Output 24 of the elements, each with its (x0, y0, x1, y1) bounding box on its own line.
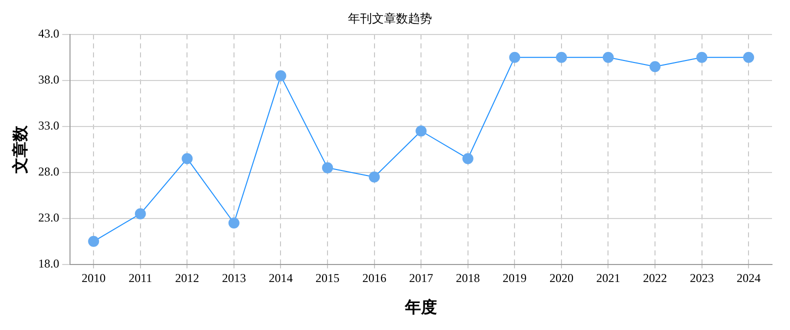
x-tick-label: 2017 (409, 270, 434, 285)
y-tick-label: 38.0 (38, 72, 60, 87)
x-tick-label: 2021 (596, 270, 620, 285)
x-tick-label: 2016 (362, 270, 386, 285)
y-tick-label: 28.0 (38, 164, 60, 179)
x-tick-label: 2022 (643, 270, 668, 285)
x-tick-label: 2019 (502, 270, 527, 285)
x-tick-label: 2012 (175, 270, 200, 285)
x-tick-label: 2013 (222, 270, 246, 285)
x-tick-label: 2020 (549, 270, 574, 285)
y-tick-label: 43.0 (38, 26, 60, 41)
x-tick-label: 2014 (268, 270, 293, 285)
y-axis-title: 文章数 (12, 124, 30, 174)
x-tick-label: 2018 (456, 270, 480, 285)
x-tick-label: 2011 (128, 270, 152, 285)
x-axis-title: 年度 (404, 298, 438, 317)
x-tick-label: 2023 (690, 270, 714, 285)
x-tick-label: 2010 (82, 270, 106, 285)
chart-title: 年刊文章数趋势 (348, 11, 432, 26)
x-tick-label: 2024 (736, 270, 761, 285)
y-tick-label: 33.0 (38, 118, 60, 133)
y-tick-label: 18.0 (38, 256, 60, 271)
x-tick-label: 2015 (316, 270, 340, 285)
y-tick-label: 23.0 (38, 210, 60, 225)
